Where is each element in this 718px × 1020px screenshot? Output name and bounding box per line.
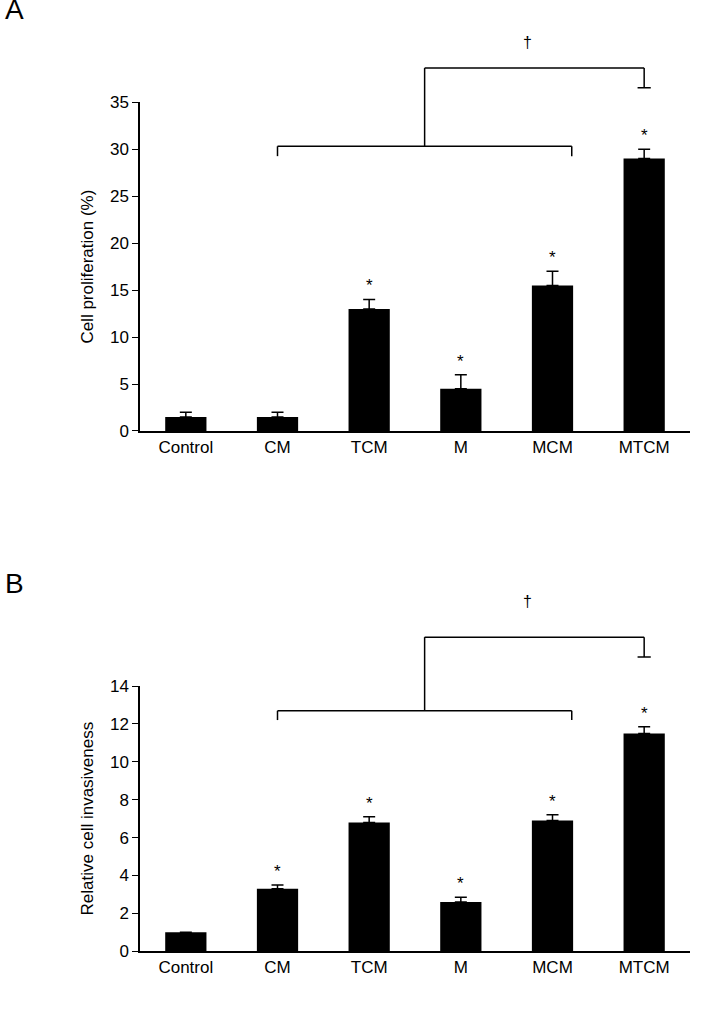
svg-text:†: †: [523, 593, 532, 610]
svg-text:Control: Control: [158, 958, 213, 977]
svg-text:*: *: [457, 874, 464, 893]
svg-text:M: M: [454, 438, 468, 457]
svg-text:MCM: MCM: [532, 958, 573, 977]
svg-text:2: 2: [119, 904, 128, 923]
svg-text:12: 12: [110, 715, 129, 734]
svg-text:10: 10: [110, 753, 129, 772]
svg-text:MTCM: MTCM: [619, 438, 670, 457]
svg-text:4: 4: [119, 866, 128, 885]
svg-text:8: 8: [119, 791, 128, 810]
svg-text:TCM: TCM: [351, 438, 388, 457]
svg-text:0: 0: [119, 942, 128, 961]
svg-text:*: *: [641, 704, 648, 723]
svg-text:MTCM: MTCM: [619, 958, 670, 977]
svg-text:*: *: [549, 792, 556, 811]
svg-text:6: 6: [119, 829, 128, 848]
svg-text:10: 10: [110, 328, 129, 347]
svg-text:25: 25: [110, 187, 129, 206]
svg-text:A: A: [5, 0, 24, 25]
svg-text:M: M: [454, 958, 468, 977]
svg-text:MCM: MCM: [532, 438, 573, 457]
svg-text:Cell proliferation (%): Cell proliferation (%): [78, 190, 97, 344]
svg-text:30: 30: [110, 140, 129, 159]
svg-text:*: *: [641, 126, 648, 145]
svg-text:Control: Control: [158, 438, 213, 457]
svg-text:Relative cell invasiveness: Relative cell invasiveness: [78, 722, 97, 916]
svg-text:*: *: [274, 862, 281, 881]
svg-text:B: B: [5, 568, 24, 599]
svg-text:0: 0: [119, 422, 128, 441]
svg-text:35: 35: [110, 93, 129, 112]
svg-text:*: *: [366, 794, 373, 813]
svg-text:*: *: [366, 276, 373, 295]
svg-text:CM: CM: [264, 958, 290, 977]
svg-text:*: *: [549, 248, 556, 267]
svg-text:CM: CM: [264, 438, 290, 457]
svg-text:†: †: [523, 34, 532, 51]
svg-text:14: 14: [110, 677, 129, 696]
svg-text:15: 15: [110, 281, 129, 300]
svg-text:TCM: TCM: [351, 958, 388, 977]
svg-text:20: 20: [110, 234, 129, 253]
svg-text:*: *: [457, 352, 464, 371]
svg-text:5: 5: [119, 375, 128, 394]
